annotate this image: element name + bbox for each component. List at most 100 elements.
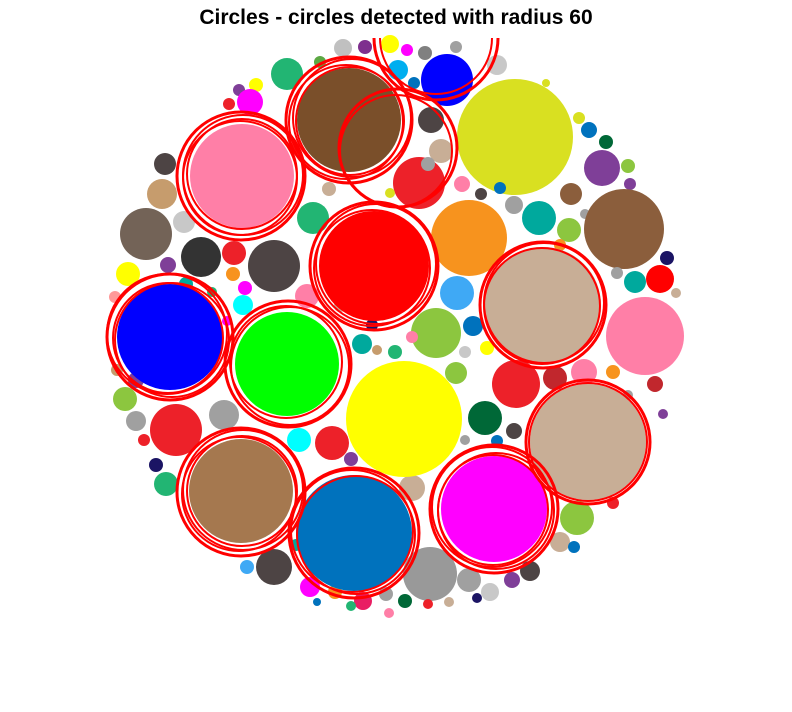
- detected-circle: [290, 469, 414, 593]
- circle: [581, 122, 597, 138]
- circle: [522, 201, 556, 235]
- detected-circle: [483, 247, 601, 365]
- circle: [384, 608, 394, 618]
- circle: [658, 409, 668, 419]
- circle: [126, 411, 146, 431]
- circle: [406, 331, 418, 343]
- circle: [505, 196, 523, 214]
- circle: [226, 267, 240, 281]
- circle: [372, 345, 382, 355]
- detected-circle: [437, 454, 549, 566]
- circle-magenta: [441, 456, 547, 562]
- circle: [398, 594, 412, 608]
- circle: [411, 308, 461, 358]
- circle: [606, 297, 684, 375]
- detected-circle: [313, 209, 431, 327]
- circle: [385, 188, 395, 198]
- circle: [154, 153, 176, 175]
- circle: [459, 346, 471, 358]
- circle: [313, 598, 321, 606]
- detected-circle: [186, 118, 298, 230]
- circle: [624, 178, 636, 190]
- circle: [315, 426, 349, 460]
- circle: [520, 561, 540, 581]
- detected-circle: [292, 58, 412, 178]
- detected-circle: [295, 66, 405, 176]
- circle: [542, 79, 550, 87]
- circle: [560, 183, 582, 205]
- detected-circle-top-arc: [379, 37, 493, 95]
- figure-title: Circles - circles detected with radius 6…: [199, 6, 593, 29]
- circle-tan-lower: [530, 384, 646, 500]
- circle: [300, 577, 320, 597]
- circle: [457, 568, 481, 592]
- circle: [494, 182, 506, 194]
- circle: [271, 58, 303, 90]
- detection-overlay: [105, 37, 652, 600]
- circle: [445, 362, 467, 384]
- detected-circle: [428, 443, 560, 575]
- circle: [444, 597, 454, 607]
- circle: [248, 240, 300, 292]
- circle: [352, 334, 372, 354]
- circle: [599, 135, 613, 149]
- circle: [322, 182, 336, 196]
- circle: [454, 176, 470, 192]
- circle: [150, 404, 202, 456]
- circle: [173, 211, 195, 233]
- detected-circle: [112, 282, 224, 394]
- large-circles: [117, 68, 646, 591]
- circle: [468, 401, 502, 435]
- circle: [606, 365, 620, 379]
- circle: [238, 281, 252, 295]
- circle: [584, 150, 620, 186]
- circle: [573, 112, 585, 124]
- circle: [429, 139, 453, 163]
- detected-circle: [308, 200, 440, 332]
- circle: [358, 40, 372, 54]
- circle: [440, 276, 474, 310]
- circle: [160, 257, 176, 273]
- circle: [571, 359, 597, 385]
- circle: [116, 262, 140, 286]
- circle: [147, 179, 177, 209]
- circle: [480, 341, 494, 355]
- circle: [475, 188, 487, 200]
- circle-light-brown: [189, 439, 293, 543]
- circle: [113, 387, 137, 411]
- circle: [344, 452, 358, 466]
- circle: [334, 39, 352, 57]
- circle-yellow: [346, 361, 462, 477]
- detected-circle: [315, 203, 437, 325]
- circle-green: [235, 312, 339, 416]
- detected-circle: [223, 299, 353, 429]
- circle: [181, 237, 221, 277]
- circle-pink: [190, 124, 294, 228]
- circle: [237, 89, 263, 115]
- circle: [222, 241, 246, 265]
- circle: [388, 345, 402, 359]
- circle: [457, 79, 573, 195]
- circle: [154, 472, 178, 496]
- detected-circle: [524, 378, 652, 506]
- detected-circle: [175, 110, 307, 242]
- circle: [660, 251, 674, 265]
- circle: [418, 46, 432, 60]
- circle: [504, 572, 520, 588]
- circle: [487, 55, 507, 75]
- circle-steel-blue: [296, 475, 412, 591]
- detected-circle: [106, 273, 228, 395]
- circle: [120, 208, 172, 260]
- circle: [560, 501, 594, 535]
- circle: [209, 400, 239, 430]
- circle: [256, 549, 292, 585]
- detected-circle: [229, 305, 343, 419]
- circle: [568, 541, 580, 553]
- circle: [403, 547, 457, 601]
- circle: [149, 458, 163, 472]
- detected-circle: [296, 475, 416, 595]
- circle: [223, 98, 235, 110]
- detected-circle: [186, 435, 298, 547]
- circle: [506, 423, 522, 439]
